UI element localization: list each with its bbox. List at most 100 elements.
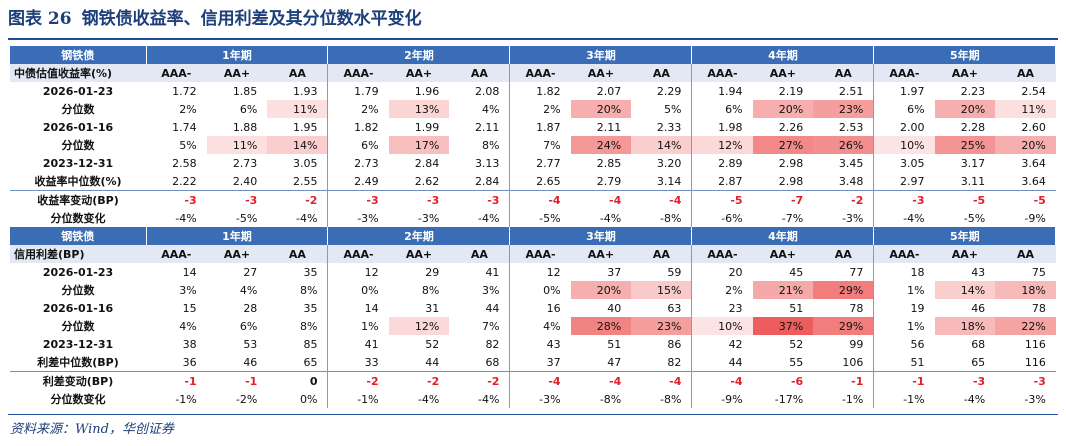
- table-cell: 36: [182, 355, 197, 369]
- figure-number: 图表 26: [8, 9, 72, 29]
- table-cell: 2.54: [1021, 84, 1046, 98]
- table-cell: -4: [631, 190, 693, 209]
- table-cell: 20%: [570, 281, 632, 299]
- tenor-header: 2年期: [327, 227, 511, 245]
- table-cell: -17%: [774, 392, 804, 406]
- table-cell: 2.22: [172, 174, 197, 188]
- table-cell: -2: [388, 371, 450, 390]
- table-cell: 29: [425, 265, 440, 279]
- rating-header: AAA-: [509, 245, 571, 263]
- table-cell: 2.40: [232, 174, 258, 188]
- table-row: 分位数 3% 4% 8% 0% 8% 3% 0% 20% 15% 2% 21% 29% 1% 14% 18%: [10, 281, 1056, 299]
- table-cell: 1.94: [718, 84, 743, 98]
- table-cell: 82: [449, 335, 511, 353]
- table-cell: 78: [1031, 301, 1046, 315]
- table-cell: 35: [267, 263, 329, 281]
- table-cell: 20%: [752, 100, 814, 118]
- table-cell: 19: [910, 301, 925, 315]
- table-cell: 52: [425, 337, 440, 351]
- rating-header: AAA-: [873, 245, 935, 263]
- table-cell: 8%: [421, 283, 440, 297]
- table-cell: 68: [449, 353, 511, 372]
- table-cell: 37%: [752, 317, 814, 335]
- rating-header-row: 中债估值收益率(%) AAA- AA+ AA AAA- AA+ AA AAA- AA+ AA AAA…: [10, 64, 1056, 82]
- table-cell: 59: [631, 263, 693, 281]
- table-cell: 2.53: [813, 118, 875, 136]
- source-note: 资料来源：Wind，华创证券: [10, 422, 174, 437]
- tenor-header: 1年期: [146, 46, 329, 64]
- table-cell: 23%: [813, 100, 875, 118]
- table-cell: 2.62: [414, 174, 440, 188]
- table-cell: 42: [728, 337, 743, 351]
- table-cell: 2.77: [536, 156, 561, 170]
- table-cell: -4%: [903, 211, 925, 225]
- table-cell: -4: [509, 371, 571, 390]
- table-cell: -1: [813, 371, 875, 390]
- table-cell: 21%: [752, 281, 814, 299]
- row-label: 分位数: [61, 284, 95, 297]
- table-cell: 4%: [449, 100, 511, 118]
- table-cell: 12: [546, 265, 561, 279]
- row-label: 分位数: [61, 139, 95, 152]
- table-cell: 14%: [934, 281, 996, 299]
- table-cell: 6%: [725, 102, 743, 116]
- table-cell: 37: [546, 355, 561, 369]
- table-cell: 116: [1024, 355, 1046, 369]
- table-cell: 6%: [239, 319, 258, 333]
- table-cell: -3%: [1024, 392, 1046, 406]
- table-cell: -1%: [175, 392, 197, 406]
- table-cell: 3.05: [267, 154, 329, 172]
- table-cell: 85: [267, 335, 329, 353]
- tenor-header: 3年期: [509, 227, 693, 245]
- rating-header-row: 信用利差(BP) AAA- AA+ AA AAA- AA+ AA AAA- AA+ AA AAA- A…: [10, 245, 1056, 263]
- table-cell: 56: [910, 337, 925, 351]
- figure-caption: 钢铁债收益率、信用利差及其分位数水平变化: [81, 9, 422, 29]
- table-cell: 41: [449, 263, 511, 281]
- rating-header: AA+: [570, 245, 632, 263]
- rating-header: AA+: [570, 64, 632, 82]
- table-cell: 31: [425, 301, 440, 315]
- table-cell: 44: [425, 355, 440, 369]
- table-cell: 5%: [631, 100, 693, 118]
- table-cell: 51: [910, 355, 925, 369]
- table-row: 2026-01-16 15 28 35 14 31 44 16 40 63 23 51 78 19 46 78: [10, 299, 1056, 317]
- rating-header: AA+: [934, 245, 996, 263]
- table-cell: 11%: [995, 100, 1056, 118]
- table-cell: -4%: [963, 392, 986, 406]
- row-label: 收益率中位数(%): [34, 175, 122, 188]
- table-cell: 43: [971, 265, 986, 279]
- table-cell: 1.93: [267, 82, 329, 100]
- table-cell: 2%: [361, 102, 379, 116]
- table-cell: 1.82: [536, 84, 561, 98]
- table-cell: 17%: [388, 136, 450, 154]
- row-label: 分位数变化: [50, 212, 106, 225]
- table-cell: 2.19: [778, 84, 804, 98]
- table-cell: 10%: [691, 317, 753, 335]
- table-cell: 2.00: [900, 120, 925, 134]
- rating-header: AAA-: [873, 64, 935, 82]
- table-cell: 29%: [813, 281, 875, 299]
- table-cell: 1%: [361, 319, 379, 333]
- table-cell: 65: [971, 355, 986, 369]
- rating-header: AA: [267, 245, 329, 263]
- table-cell: 18%: [995, 281, 1056, 299]
- table-cell: 7%: [543, 138, 561, 152]
- table-cell: 2.07: [596, 84, 622, 98]
- table-cell: 26%: [813, 136, 875, 154]
- table-cell: 3.05: [900, 156, 925, 170]
- table-cell: 1.97: [900, 84, 925, 98]
- table-cell: 46: [971, 301, 986, 315]
- table-cell: -6%: [721, 211, 743, 225]
- rating-header: AAA-: [327, 64, 389, 82]
- rating-header: AA+: [206, 64, 268, 82]
- table-cell: 2.73: [354, 156, 379, 170]
- row-label: 2023-12-31: [42, 156, 114, 170]
- table-cell: 2.84: [414, 156, 440, 170]
- table-cell: 28: [243, 301, 258, 315]
- table-cell: -9%: [1024, 211, 1046, 225]
- table-cell: 2.89: [718, 156, 743, 170]
- sector-header: 钢铁债: [10, 46, 147, 64]
- table-cell: 3.14: [631, 172, 693, 191]
- table-cell: 1.72: [172, 84, 197, 98]
- table-cell: -2: [267, 190, 329, 209]
